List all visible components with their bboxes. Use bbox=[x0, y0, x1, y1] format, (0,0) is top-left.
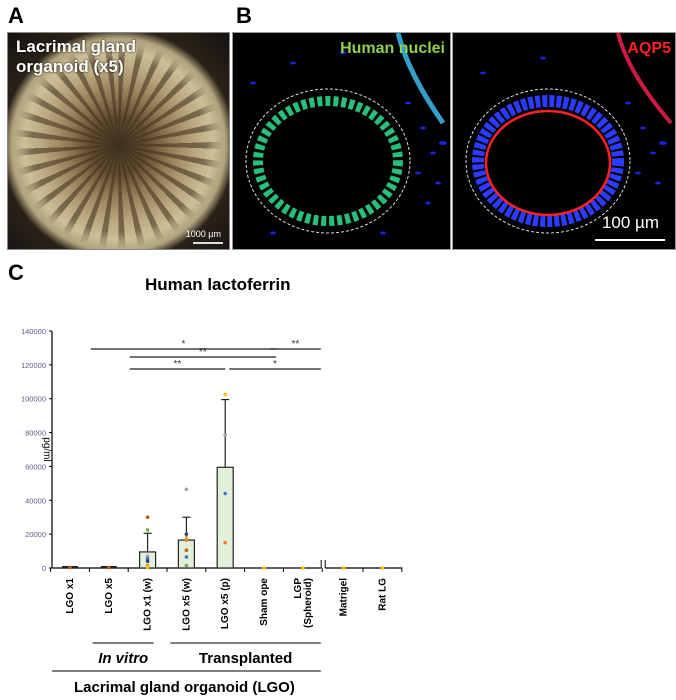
bar-group: Matrigel bbox=[339, 566, 350, 616]
data-point bbox=[184, 538, 189, 542]
svg-text:Lacrimal gland organoid (LGO): Lacrimal gland organoid (LGO) bbox=[74, 679, 295, 696]
x-tick-label: LGO x1 (w) bbox=[143, 578, 154, 631]
bar-group: LGO x5 bbox=[100, 565, 117, 614]
x-axis-title: Lacrimal gland organoid (LGO) bbox=[52, 670, 321, 696]
data-point bbox=[184, 563, 189, 568]
x-tick-label: Sham ope bbox=[259, 578, 270, 626]
data-point bbox=[145, 556, 150, 561]
scale-bar-label: 1000 µm bbox=[185, 229, 221, 239]
data-point bbox=[107, 565, 111, 570]
scale-bar bbox=[595, 239, 665, 241]
data-point bbox=[184, 536, 189, 541]
bar bbox=[216, 466, 234, 569]
bar-group: LGO x5 (p) bbox=[216, 392, 234, 629]
significance-label: * bbox=[273, 359, 277, 370]
aqp5-label: AQP5 bbox=[627, 40, 671, 57]
significance-label: ** bbox=[292, 339, 300, 350]
x-tick-label: LGO x5 (p) bbox=[220, 578, 231, 629]
bar-group: LGO x1 bbox=[62, 565, 78, 614]
data-point bbox=[145, 528, 150, 532]
scale-bar-label: 100 µm bbox=[601, 213, 659, 232]
data-point bbox=[223, 392, 227, 397]
group-label: In vitro bbox=[92, 642, 154, 667]
svg-text:Transplanted: Transplanted bbox=[199, 650, 292, 667]
data-point bbox=[380, 566, 385, 570]
data-point bbox=[184, 555, 189, 559]
bar-group: Rat LG bbox=[377, 566, 388, 611]
nuclei-ring-graphic: Human nuclei bbox=[245, 33, 447, 235]
group-label: Transplanted bbox=[170, 642, 321, 667]
data-point bbox=[145, 563, 150, 568]
organoid-image-title: Lacrimal gland organoid (x5) bbox=[16, 37, 136, 76]
human-nuclei-fluorescence-image: Human nuclei bbox=[232, 32, 451, 250]
x-axis bbox=[50, 560, 403, 572]
data-point bbox=[223, 491, 227, 496]
data-point bbox=[184, 548, 189, 553]
y-tick-label: 80000 bbox=[25, 429, 46, 438]
y-tick-label: 140000 bbox=[21, 327, 46, 336]
y-tick-label: 40000 bbox=[25, 496, 46, 505]
data-point bbox=[301, 566, 305, 570]
y-tick-label: 0 bbox=[42, 564, 46, 573]
panel-a-label: A bbox=[8, 3, 24, 28]
y-axis-label: pg/ml bbox=[41, 437, 52, 461]
svg-text:In vitro: In vitro bbox=[98, 650, 148, 667]
significance-bracket: * bbox=[90, 339, 276, 350]
x-tick-label: LGO x5 (w) bbox=[181, 578, 192, 631]
significance-label: * bbox=[181, 339, 185, 350]
bar-group: LGP(Spheroid) bbox=[293, 566, 314, 628]
x-tick-label: Rat LG bbox=[377, 578, 388, 611]
bar-group: LGO x1 (w) bbox=[139, 515, 157, 631]
significance-bracket: ** bbox=[129, 347, 276, 358]
y-tick-label: 120000 bbox=[21, 361, 46, 370]
aqp5-ring-graphic: AQP5 bbox=[465, 33, 673, 234]
bar-group: Sham ope bbox=[259, 566, 270, 626]
data-point bbox=[184, 487, 189, 492]
significance-bracket: ** bbox=[129, 359, 226, 370]
bar-group: LGO x5 (w) bbox=[177, 487, 195, 631]
x-tick-label: Matrigel bbox=[339, 578, 350, 617]
bar bbox=[139, 551, 157, 569]
data-point bbox=[223, 540, 227, 545]
data-point bbox=[145, 565, 150, 569]
significance-bracket: * bbox=[229, 359, 321, 370]
panel-b-label: B bbox=[236, 3, 252, 28]
scale-bar bbox=[193, 242, 223, 244]
data-point bbox=[68, 565, 72, 570]
data-point bbox=[145, 515, 150, 520]
y-tick-label: 100000 bbox=[21, 395, 46, 404]
x-tick-label: LGO x1 bbox=[65, 578, 76, 614]
data-point bbox=[184, 532, 189, 536]
x-tick-label: LGO x5 bbox=[104, 578, 115, 614]
data-point bbox=[145, 554, 150, 558]
chart-title: Human lactoferrin bbox=[145, 275, 291, 294]
y-tick-label: 20000 bbox=[25, 530, 46, 539]
organoid-branches bbox=[8, 33, 229, 249]
x-tick-label: LGP(Spheroid) bbox=[293, 578, 314, 628]
data-point bbox=[262, 566, 266, 570]
significance-bracket: ** bbox=[270, 339, 321, 350]
data-point bbox=[223, 433, 227, 437]
human-nuclei-label: Human nuclei bbox=[340, 40, 445, 57]
aqp5-fluorescence-image: AQP5 100 µm bbox=[452, 32, 676, 250]
y-tick-label: 60000 bbox=[25, 462, 46, 471]
y-axis: 0 20000 40000 60000 80000 100000 120000 140000 bbox=[21, 327, 53, 573]
panel-c-label: C bbox=[8, 260, 24, 285]
organoid-brightfield-image: Lacrimal gland organoid (x5) 1000 µm bbox=[7, 32, 230, 250]
data-point bbox=[341, 566, 346, 570]
bar bbox=[177, 539, 195, 569]
significance-label: ** bbox=[174, 359, 182, 370]
data-point bbox=[145, 559, 150, 564]
significance-label: ** bbox=[199, 347, 207, 358]
